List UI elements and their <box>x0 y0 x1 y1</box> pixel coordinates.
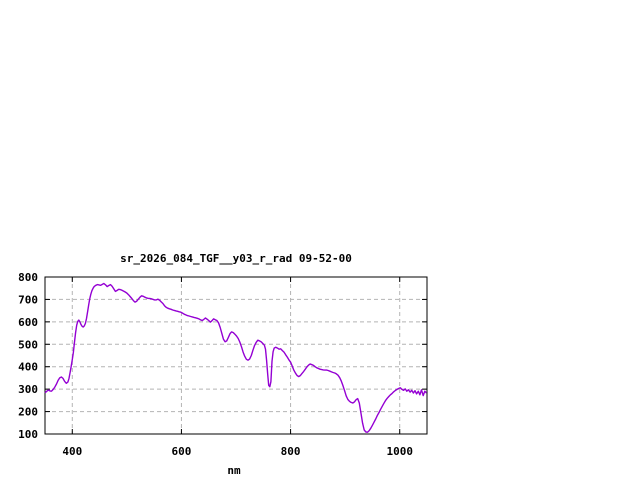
gridlines <box>45 277 427 434</box>
y-tick-label: 300 <box>18 383 38 396</box>
radiance-curve <box>44 282 428 433</box>
x-axis-label: nm <box>227 464 241 477</box>
axes-frame <box>44 276 428 435</box>
plot-frame <box>44 276 428 435</box>
y-tick-label: 100 <box>18 428 38 441</box>
x-tick-label: 600 <box>171 445 191 458</box>
y-tick-label: 800 <box>18 271 38 284</box>
y-tick-label: 700 <box>18 293 38 306</box>
x-tick-label: 800 <box>281 445 301 458</box>
x-tick-label: 1000 <box>386 445 413 458</box>
y-tick-label: 600 <box>18 316 38 329</box>
y-tick-label: 400 <box>18 361 38 374</box>
y-tick-label: 200 <box>18 406 38 419</box>
chart-title: sr_2026_084_TGF__y03_r_rad 09-52-00 <box>120 252 352 265</box>
x-tick-label: 400 <box>62 445 82 458</box>
tick-labels: 100 200 300 400 500 600 700 800 400 600 800 1000 <box>18 271 413 458</box>
y-tick-label: 500 <box>18 338 38 351</box>
